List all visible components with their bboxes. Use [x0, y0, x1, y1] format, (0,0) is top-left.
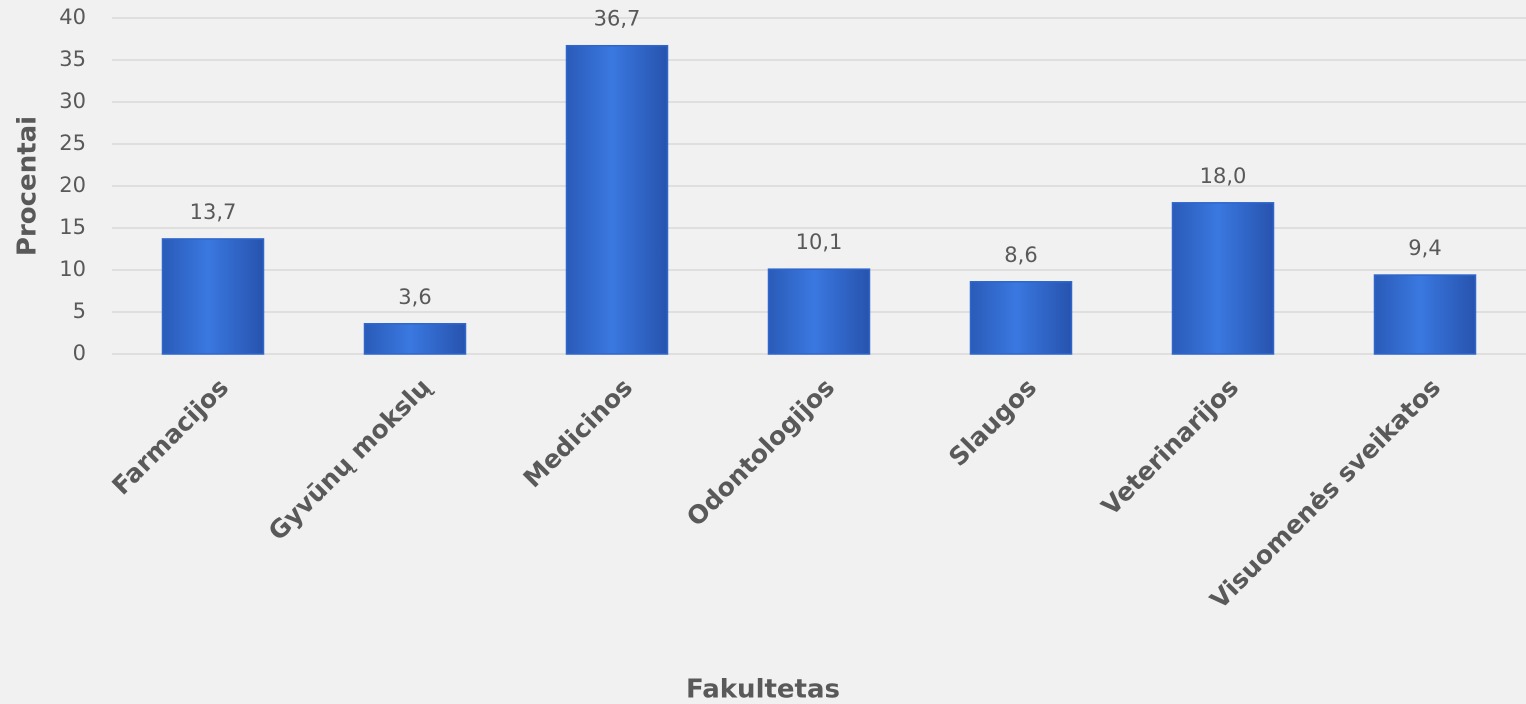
- y-tick-label: 35: [59, 47, 86, 71]
- x-tick-label: Farmacijos: [106, 373, 234, 501]
- data-label: 13,7: [190, 200, 237, 224]
- x-tick-label: Veterinarijos: [1096, 373, 1244, 521]
- y-tick-label: 5: [73, 299, 86, 323]
- y-tick-label: 40: [59, 5, 86, 29]
- x-tick-label: Medicinos: [518, 373, 639, 494]
- x-axis-title: Fakultetas: [686, 675, 840, 704]
- data-label: 10,1: [796, 230, 843, 254]
- bar: [565, 44, 669, 355]
- y-tick-label: 20: [59, 173, 86, 197]
- bar: [767, 268, 871, 355]
- data-label: 9,4: [1408, 236, 1441, 260]
- data-label: 18,0: [1200, 164, 1247, 188]
- y-tick-label: 15: [59, 215, 86, 239]
- x-tick-label: Visuomenės sveikatos: [1204, 373, 1446, 615]
- bar: [1373, 274, 1477, 355]
- bar: [969, 281, 1073, 355]
- bar: [1171, 202, 1275, 355]
- data-label: 36,7: [594, 7, 641, 31]
- x-tick-label: Odontologijos: [681, 373, 840, 532]
- y-axis-title: Procentai: [13, 116, 43, 256]
- bar: [161, 238, 265, 355]
- y-tick-label: 30: [59, 89, 86, 113]
- y-tick-label: 10: [59, 257, 86, 281]
- data-label: 3,6: [398, 285, 431, 309]
- x-tick-label: Slaugos: [943, 373, 1042, 472]
- y-tick-label: 25: [59, 131, 86, 155]
- data-label: 8,6: [1004, 243, 1037, 267]
- bar: [363, 323, 467, 355]
- x-tick-label: Gyvūnų mokslų: [263, 373, 437, 547]
- y-tick-label: 0: [73, 341, 86, 365]
